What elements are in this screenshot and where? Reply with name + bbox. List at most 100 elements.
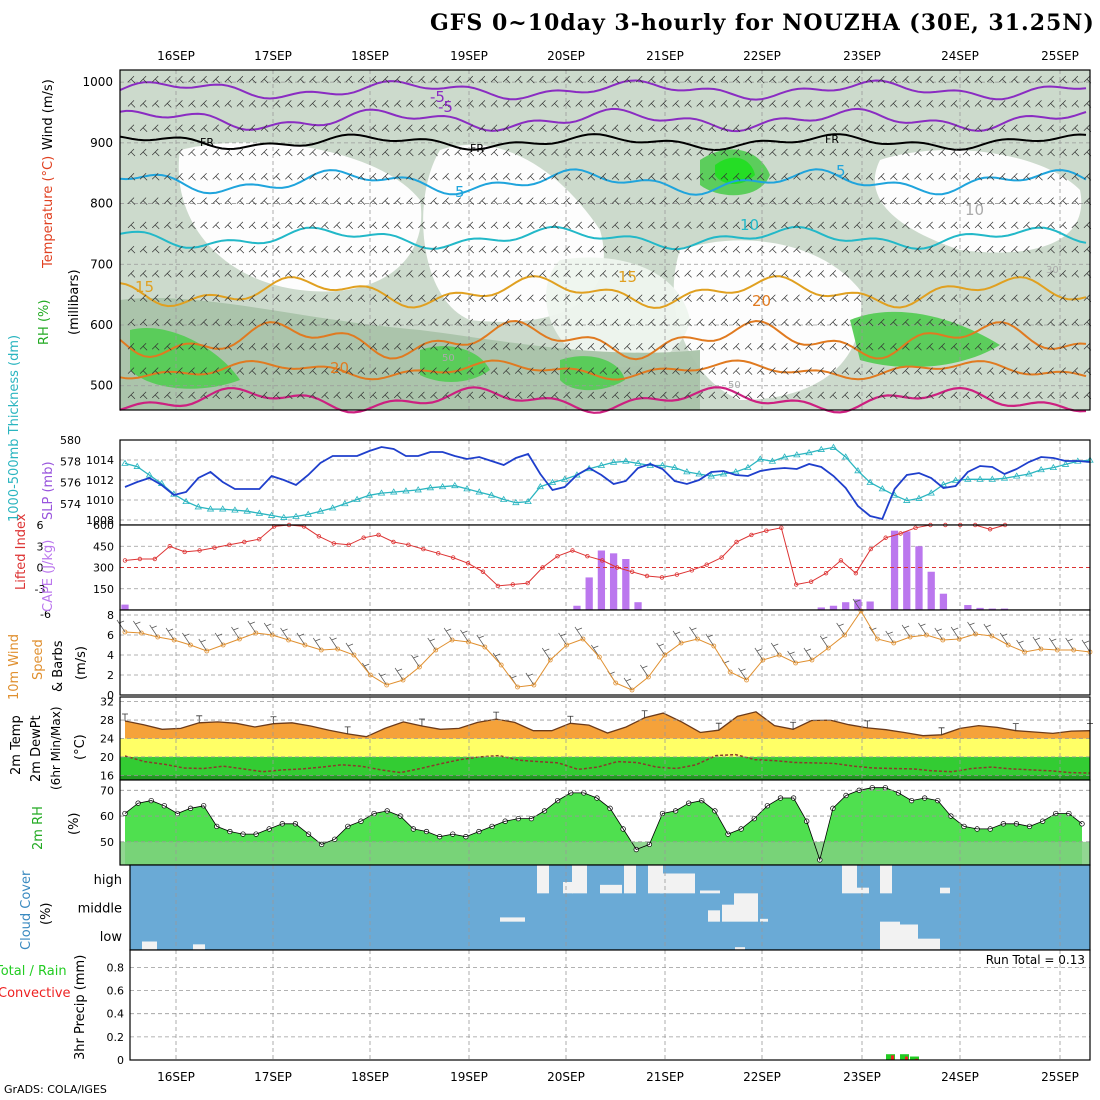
wind-barb xyxy=(817,367,825,375)
thickness-tick-label: 580 xyxy=(60,434,81,447)
date-label-bottom: 17SEP xyxy=(254,1070,292,1084)
wind-barb xyxy=(200,270,208,278)
wind-barb xyxy=(466,270,475,278)
wind-barb xyxy=(1047,367,1055,375)
wind-barb xyxy=(466,75,475,84)
wind-barb xyxy=(950,221,959,230)
slp-tick-label: 1008 xyxy=(86,514,114,527)
wind-barb xyxy=(635,367,644,375)
wind-barb xyxy=(200,124,208,132)
wind-barb xyxy=(769,197,777,205)
temp2m-tick-label: 20 xyxy=(100,751,114,764)
wind-barb xyxy=(938,148,946,157)
cloud-fraction-bar xyxy=(624,865,636,894)
cloud-fraction-bar xyxy=(940,887,950,894)
wind-barb xyxy=(333,221,341,230)
wind-barb xyxy=(502,294,511,302)
wind-barb xyxy=(805,148,813,157)
wind-barb xyxy=(877,197,886,205)
wind-barb-10m xyxy=(558,632,567,646)
date-label-bottom: 25SEP xyxy=(1041,1070,1079,1084)
wind-barb xyxy=(406,367,414,375)
wind-barb xyxy=(236,245,245,254)
wind-barb xyxy=(236,197,245,205)
wind-barb xyxy=(805,221,813,230)
pressure-tick-label: 900 xyxy=(90,136,113,150)
wind-barb xyxy=(575,343,583,351)
wind-barb xyxy=(781,124,789,132)
wind-barb xyxy=(357,343,366,351)
wind-barb xyxy=(998,343,1007,351)
wind-barb xyxy=(297,124,305,132)
wind-barb xyxy=(575,100,583,108)
wind-barb xyxy=(224,75,233,84)
wind-barb xyxy=(865,270,874,278)
wind-barb xyxy=(744,221,753,230)
wind-barb xyxy=(998,173,1007,181)
wind-speed-marker xyxy=(547,657,553,663)
wind-barb xyxy=(720,100,729,108)
wind-barb xyxy=(200,391,208,400)
wind-barb xyxy=(769,100,777,108)
wind-barb xyxy=(502,245,511,254)
wind-barb xyxy=(914,75,922,84)
cloud-fraction-bar xyxy=(563,882,573,894)
wind-barb xyxy=(478,391,487,400)
wind-barb xyxy=(938,124,946,132)
li-tick-label: 3 xyxy=(37,540,44,553)
wind-barb xyxy=(623,124,632,132)
wind-barb xyxy=(708,294,717,302)
wind-barb xyxy=(1059,270,1067,278)
wind-barb xyxy=(599,245,608,254)
wind-barb xyxy=(902,391,910,400)
wind-barb xyxy=(1035,173,1043,181)
wind-barb xyxy=(466,221,475,230)
wind-barb xyxy=(406,245,414,254)
li-marker xyxy=(600,558,605,563)
wind-barb xyxy=(938,75,946,84)
wind-barb xyxy=(744,245,753,254)
wind-barb xyxy=(672,391,680,400)
wind-barb xyxy=(345,270,354,278)
precip-conv-bar xyxy=(905,1056,908,1060)
cape-bar xyxy=(915,546,923,610)
wind-barb xyxy=(998,391,1007,400)
wind-barb xyxy=(914,245,922,254)
wind-barb xyxy=(1011,294,1019,302)
wind-barb xyxy=(865,367,874,375)
wind-speed-marker xyxy=(482,644,488,650)
wind-barb xyxy=(575,148,583,157)
wind-barb xyxy=(369,173,378,181)
wind-barb xyxy=(781,221,789,230)
wind-barb xyxy=(890,270,898,278)
wind-barb xyxy=(660,124,668,132)
wind-barb xyxy=(369,318,378,327)
temp-contour-5 xyxy=(119,168,1087,196)
li-marker xyxy=(853,570,859,576)
wind-barb xyxy=(333,391,341,400)
wind-barb-10m xyxy=(656,642,666,656)
cape-axis-label: CAPE (J/kg) xyxy=(41,540,56,612)
wind-barb xyxy=(345,100,354,108)
wind-barb xyxy=(1023,343,1031,351)
wind-barb xyxy=(793,124,801,132)
wind-barb xyxy=(502,148,511,157)
wind-barb xyxy=(333,75,341,84)
wind-barb xyxy=(139,173,148,181)
wind-barb xyxy=(841,270,850,278)
wind-barb xyxy=(563,148,571,157)
wind-barb xyxy=(1011,270,1019,278)
wind-barb xyxy=(297,173,305,181)
wind-barb xyxy=(272,318,281,327)
wind-barb xyxy=(490,173,499,181)
contour-label: -5 xyxy=(430,88,445,106)
wind-barb xyxy=(587,100,596,108)
wind-barb xyxy=(902,270,910,278)
contour-label: 5 xyxy=(836,162,846,180)
wind-barb xyxy=(793,100,801,108)
wind-barb xyxy=(781,294,789,302)
wind-barb xyxy=(599,148,608,157)
wind-barb xyxy=(732,367,741,375)
wind-barb xyxy=(490,75,499,84)
wind-barb xyxy=(514,391,523,400)
